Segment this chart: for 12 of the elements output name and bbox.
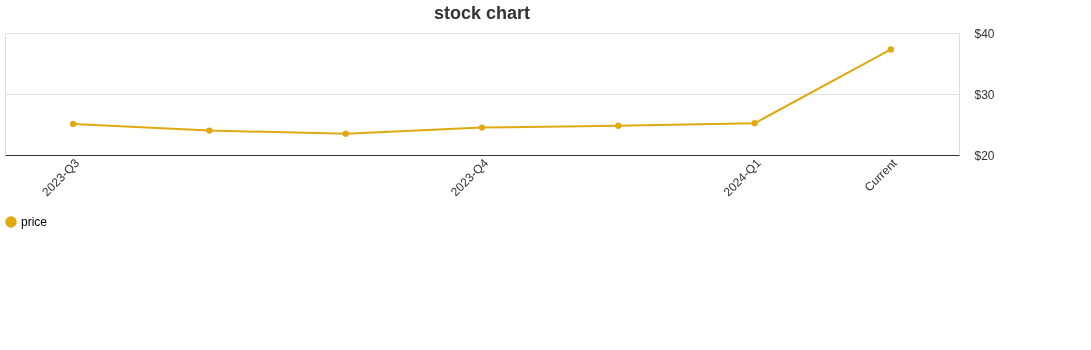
point: [342, 130, 349, 137]
y-tick-label: $20: [974, 148, 995, 163]
point: [478, 124, 486, 131]
y-tick-label: $30: [974, 87, 995, 102]
chart-title: stock chart: [433, 3, 531, 23]
point: [615, 122, 622, 129]
point: [206, 127, 213, 134]
legend-label: price: [21, 215, 48, 229]
point: [751, 120, 758, 127]
point: [887, 46, 895, 53]
y-tick-label: $40: [974, 26, 995, 41]
point: [69, 120, 77, 128]
